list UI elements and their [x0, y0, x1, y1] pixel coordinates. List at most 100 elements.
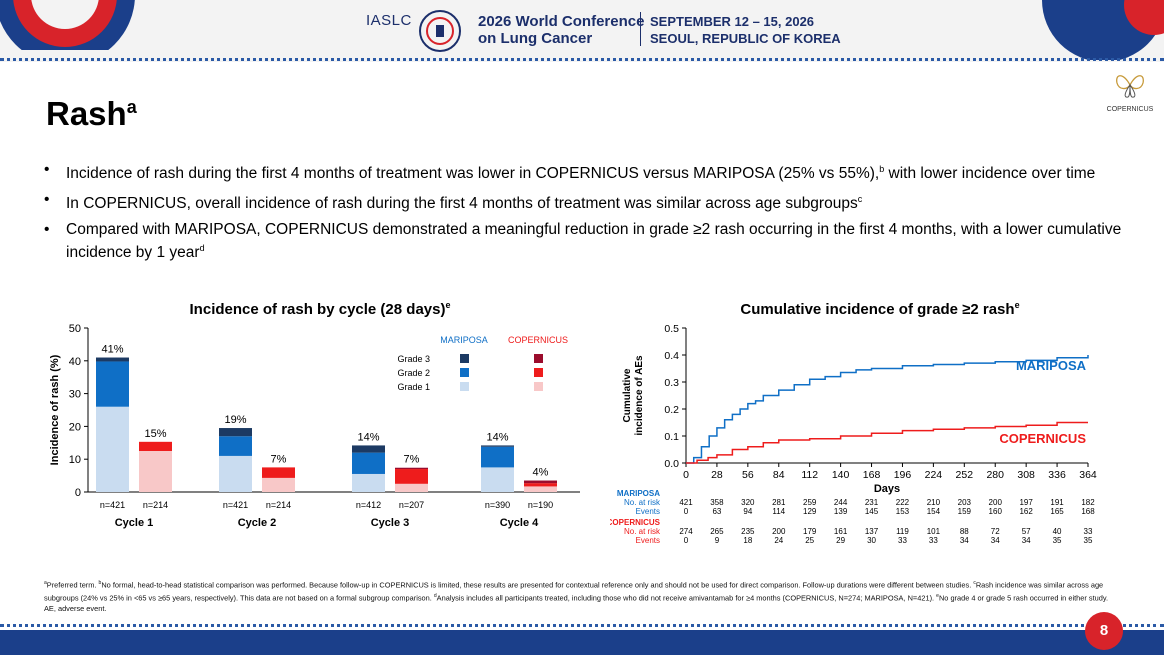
bar-n-label: n=214	[143, 500, 168, 510]
bullet-list: Incidence of rash during the first 4 mon…	[44, 160, 1134, 269]
risk-table-events: 0	[684, 536, 689, 545]
legend-swatch-mariposa	[460, 382, 469, 391]
slide-title: Rasha	[46, 95, 137, 132]
bar-total-label: 14%	[486, 431, 508, 443]
cycle-label: Cycle 3	[371, 517, 410, 529]
x-axis-label: Days	[874, 483, 900, 495]
bar-segment	[352, 473, 385, 492]
legend-swatch-copernicus	[534, 368, 543, 377]
risk-table-at-risk: 200	[772, 527, 786, 536]
risk-table-label: No. at risk	[624, 498, 661, 507]
y-axis-label: Incidence of rash (%)	[49, 354, 61, 465]
bar-n-label: n=390	[485, 500, 510, 510]
y-tick-label: 30	[69, 389, 81, 401]
risk-table-events: 160	[989, 507, 1003, 516]
risk-table-at-risk: 222	[896, 498, 910, 507]
x-tick-label: 56	[742, 469, 754, 481]
bar-segment	[352, 452, 385, 474]
y-tick-label: 0	[75, 487, 81, 499]
x-tick-label: 112	[801, 469, 818, 481]
y-axis-label-line1: Cumulative	[622, 368, 633, 422]
bar-segment	[96, 357, 129, 362]
bar-n-label: n=412	[356, 500, 381, 510]
bar-total-label: 41%	[101, 344, 123, 356]
bar-n-label: n=214	[266, 500, 291, 510]
risk-table-events: 165	[1050, 507, 1064, 516]
bullet-item: In COPERNICUS, overall incidence of rash…	[44, 190, 1134, 213]
conference-name: 2026 World Conference on Lung Cancer	[478, 13, 644, 47]
y-axis-label-line2: incidence of AEs	[634, 355, 645, 436]
page-number: 8	[1085, 612, 1123, 650]
x-tick-label: 364	[1079, 469, 1097, 481]
risk-table-at-risk: 231	[865, 498, 879, 507]
risk-table-at-risk: 57	[1022, 527, 1031, 536]
y-tick-label: 0.4	[664, 350, 679, 362]
rash-by-cycle-bar-chart: 0 10 20 30 40 50 Incidence of rash (%) 41% n=421…	[49, 323, 580, 529]
bar-segment	[395, 483, 428, 492]
risk-table-events: 94	[743, 507, 752, 516]
risk-table-at-risk: 320	[741, 498, 755, 507]
bar-n-label: n=190	[528, 500, 553, 510]
bar-segment	[395, 469, 428, 484]
bar-segment	[524, 480, 557, 484]
risk-table-at-risk: 33	[1084, 527, 1093, 536]
bar-segment	[219, 428, 252, 437]
risk-table-events: 34	[960, 536, 969, 545]
risk-table-at-risk: 137	[865, 527, 879, 536]
risk-table-events: 0	[684, 507, 689, 516]
x-tick-label: 196	[894, 469, 912, 481]
risk-table-at-risk: 281	[772, 498, 786, 507]
conference-date: SEPTEMBER 12 – 15, 2026 SEOUL, REPUBLIC …	[650, 13, 841, 47]
bar-segment	[524, 486, 557, 492]
header-divider	[0, 58, 1164, 61]
bar-segment	[139, 441, 172, 451]
cycle-label: Cycle 4	[500, 517, 539, 529]
risk-table-at-risk: 421	[679, 498, 693, 507]
bar-total-label: 14%	[357, 431, 379, 443]
risk-table-at-risk: 274	[679, 527, 693, 536]
risk-table-at-risk: 244	[834, 498, 848, 507]
risk-table-at-risk: 72	[991, 527, 1000, 536]
risk-table-events: 35	[1084, 536, 1093, 545]
legend-swatch-mariposa	[460, 368, 469, 377]
bullet-item: Compared with MARIPOSA, COPERNICUS demon…	[44, 220, 1134, 262]
y-tick-label: 0.3	[664, 377, 679, 389]
risk-table-events: 154	[927, 507, 941, 516]
conference-name-line2: on Lung Cancer	[478, 30, 593, 47]
series-label-copernicus: COPERNICUS	[999, 431, 1086, 446]
risk-table-events: 33	[898, 536, 907, 545]
x-tick-label: 84	[773, 469, 785, 481]
legend-swatch-copernicus	[534, 382, 543, 391]
risk-table-label: Events	[636, 507, 660, 516]
x-tick-label: 308	[1017, 469, 1035, 481]
risk-table-events: 145	[865, 507, 879, 516]
conference-location: SEOUL, REPUBLIC OF KOREA	[650, 31, 841, 46]
risk-table-events: 129	[803, 507, 817, 516]
risk-table-events: 162	[1019, 507, 1033, 516]
y-tick-label: 20	[69, 421, 81, 433]
risk-table-at-risk: 200	[989, 498, 1003, 507]
risk-table-events: 30	[867, 536, 876, 545]
risk-table-label: No. at risk	[624, 527, 661, 536]
copernicus-logo: COPERNICUS	[1100, 70, 1160, 113]
x-tick-label: 336	[1048, 469, 1066, 481]
risk-table-events: 29	[836, 536, 845, 545]
y-tick-label: 50	[69, 323, 81, 335]
bar-segment	[262, 477, 295, 492]
risk-table-events: 34	[991, 536, 1000, 545]
risk-table-header: MARIPOSA	[617, 489, 660, 498]
conference-date-line1: SEPTEMBER 12 – 15, 2026	[650, 14, 815, 29]
bar-chart-title: Incidence of rash by cycle (28 days)e	[189, 300, 451, 318]
conference-seal-icon	[419, 10, 461, 52]
legend-header-mariposa: MARIPOSA	[440, 335, 488, 345]
risk-table-at-risk: 101	[927, 527, 941, 536]
x-tick-label: 0	[683, 469, 689, 481]
risk-table-at-risk: 210	[927, 498, 941, 507]
risk-table-label: Events	[636, 536, 660, 545]
bar-n-label: n=421	[223, 500, 248, 510]
bar-segment	[524, 483, 557, 487]
y-tick-label: 0.1	[664, 431, 679, 443]
x-tick-label: 140	[832, 469, 850, 481]
bar-total-label: 19%	[224, 414, 246, 426]
bar-segment	[481, 467, 514, 492]
